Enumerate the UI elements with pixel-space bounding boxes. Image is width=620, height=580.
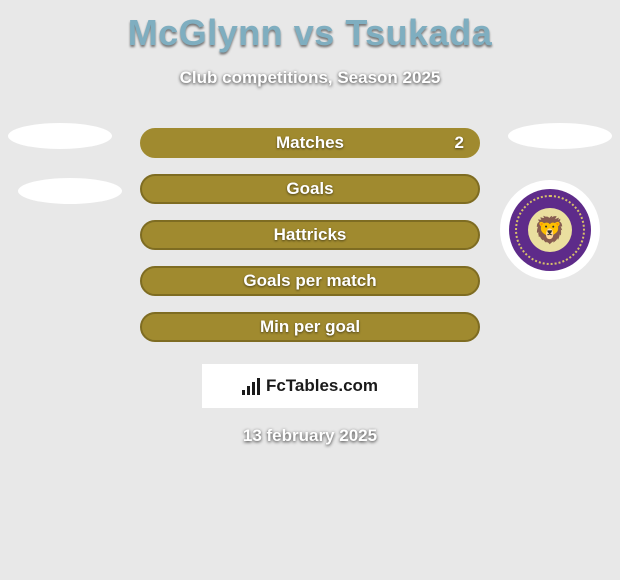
page-title: McGlynn vs Tsukada [0, 0, 620, 54]
stat-row: Matches 2 [0, 120, 620, 166]
infographic-content: McGlynn vs Tsukada Club competitions, Se… [0, 0, 620, 580]
subtitle: Club competitions, Season 2025 [0, 68, 620, 88]
stat-label: Matches [276, 133, 344, 153]
stat-bar: Goals per match [140, 266, 480, 296]
stat-row: Hattricks [0, 212, 620, 258]
bar-chart-icon [242, 377, 260, 395]
stat-bar: Hattricks [140, 220, 480, 250]
stat-label: Goals per match [243, 271, 376, 291]
stat-row: Goals per match [0, 258, 620, 304]
stat-rows: Matches 2 Goals Hattricks Goals per match Min… [0, 120, 620, 350]
stat-label: Goals [286, 179, 333, 199]
stat-label: Hattricks [274, 225, 347, 245]
fctables-logo: FcTables.com [202, 364, 418, 408]
fctables-text: FcTables.com [266, 376, 378, 396]
stat-bar: Goals [140, 174, 480, 204]
stat-value: 2 [455, 133, 464, 153]
stat-bar: Matches 2 [140, 128, 480, 158]
stat-label: Min per goal [260, 317, 360, 337]
date-text: 13 february 2025 [0, 426, 620, 446]
stat-row: Goals [0, 166, 620, 212]
stat-row: Min per goal [0, 304, 620, 350]
stat-bar: Min per goal [140, 312, 480, 342]
